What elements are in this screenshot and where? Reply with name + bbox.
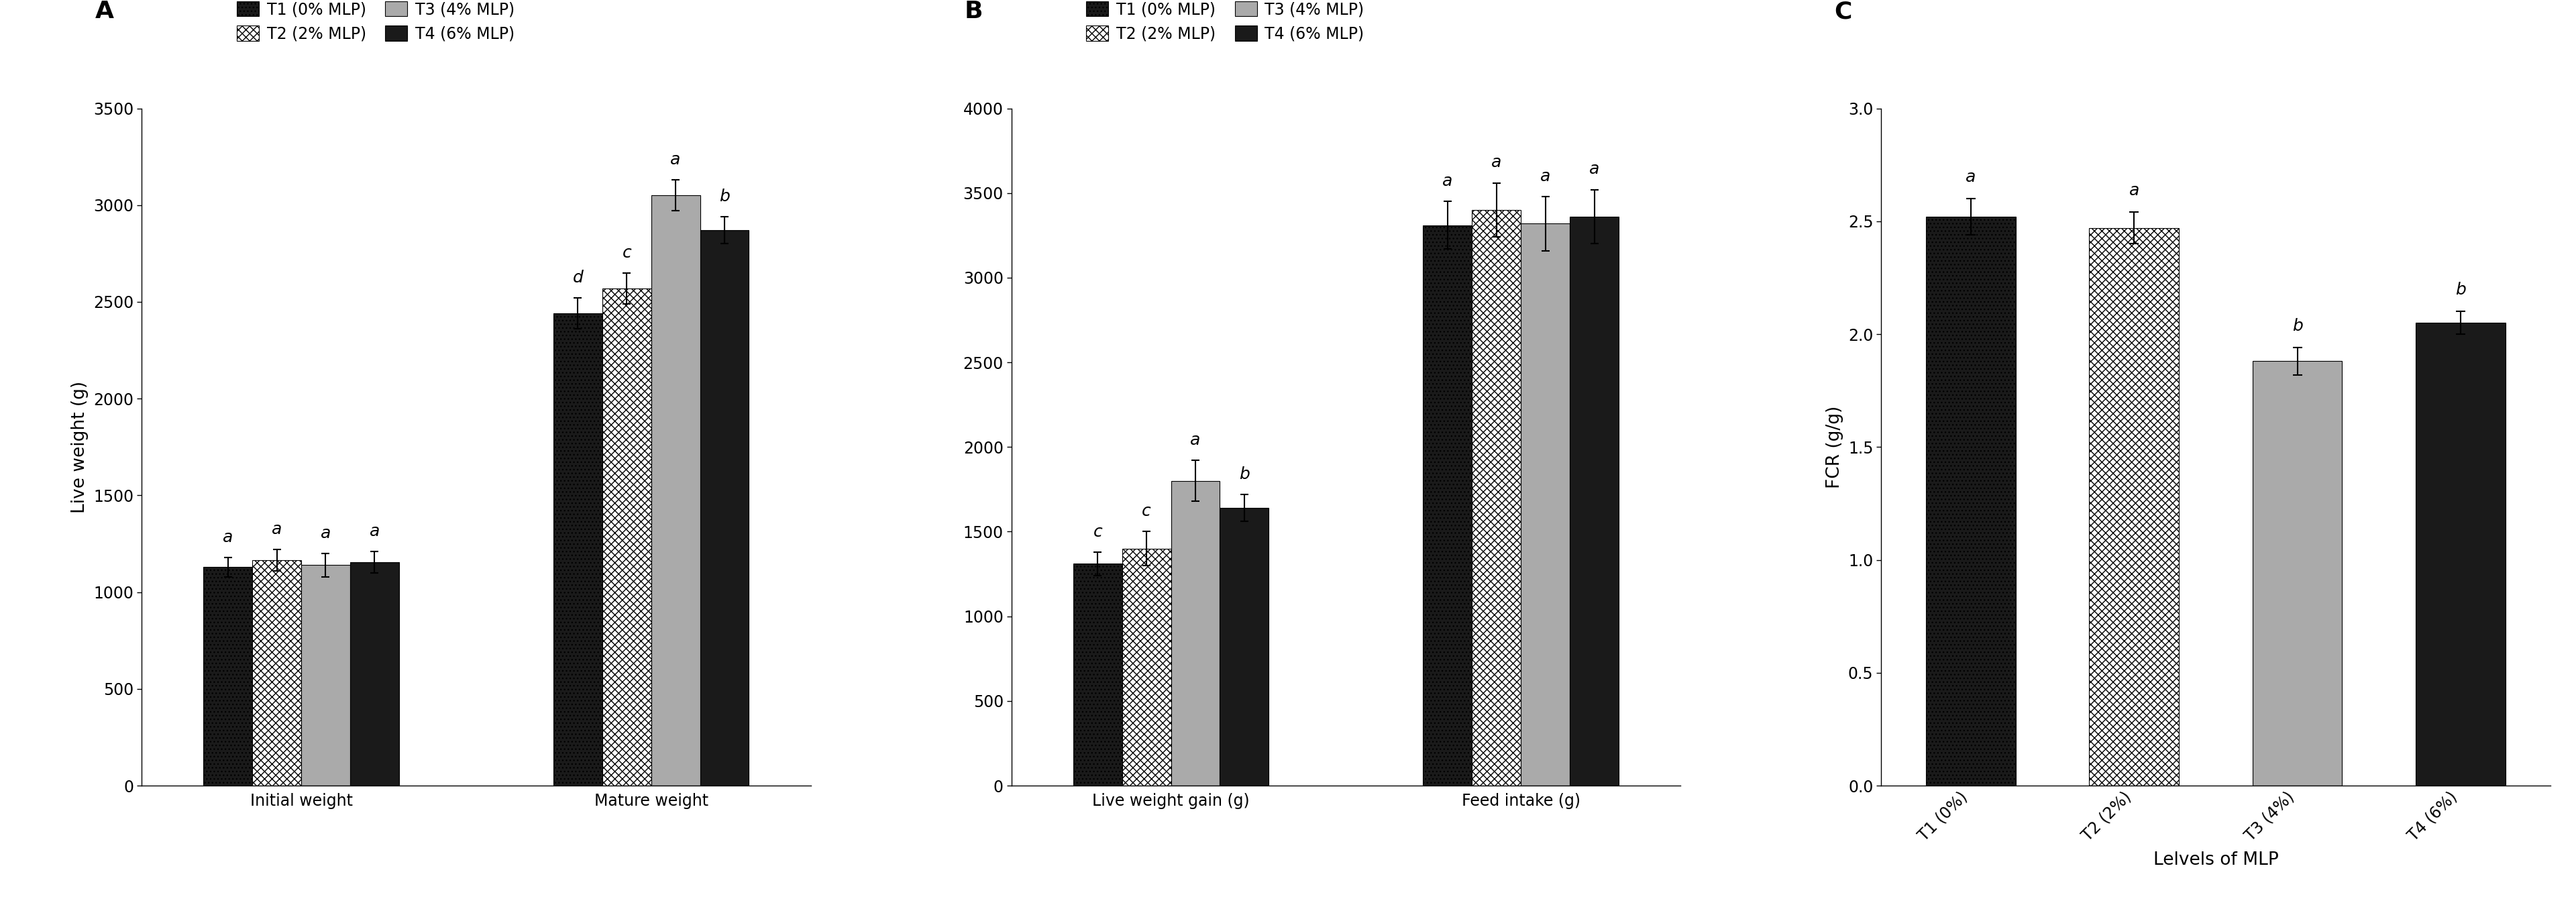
Y-axis label: Live weight (g): Live weight (g) xyxy=(72,381,88,513)
Text: C: C xyxy=(1834,0,1852,23)
Text: A: A xyxy=(95,0,113,23)
Bar xyxy=(2251,361,2342,786)
Bar xyxy=(1569,217,1618,786)
Legend: T1 (0% MLP), T2 (2% MLP), T3 (4% MLP), T4 (6% MLP): T1 (0% MLP), T2 (2% MLP), T3 (4% MLP), T… xyxy=(237,1,515,42)
Text: a: a xyxy=(1965,169,1976,185)
Text: B: B xyxy=(963,0,984,23)
Bar xyxy=(603,288,652,786)
Text: b: b xyxy=(1239,466,1249,482)
Bar xyxy=(252,560,301,786)
Text: c: c xyxy=(1092,524,1103,540)
Bar xyxy=(1074,563,1123,786)
Text: b: b xyxy=(2293,318,2303,334)
Text: c: c xyxy=(623,245,631,261)
Text: a: a xyxy=(319,526,330,541)
Bar xyxy=(554,313,603,786)
Text: a: a xyxy=(670,152,680,168)
Text: b: b xyxy=(719,189,729,205)
Text: a: a xyxy=(1540,168,1551,184)
Legend: T1 (0% MLP), T2 (2% MLP), T3 (4% MLP), T4 (6% MLP): T1 (0% MLP), T2 (2% MLP), T3 (4% MLP), T… xyxy=(1087,1,1365,42)
Bar xyxy=(701,230,750,786)
Y-axis label: FCR (g/g): FCR (g/g) xyxy=(1826,405,1844,489)
Text: a: a xyxy=(2128,182,2138,199)
Text: d: d xyxy=(572,270,582,285)
Bar xyxy=(1221,507,1270,786)
Bar xyxy=(1520,223,1569,786)
Text: a: a xyxy=(222,529,232,545)
Bar xyxy=(1471,210,1520,786)
Text: a: a xyxy=(1443,173,1453,190)
Text: a: a xyxy=(1190,433,1200,449)
Bar xyxy=(1927,217,2017,786)
Bar xyxy=(1172,480,1221,786)
Bar xyxy=(204,567,252,786)
Text: a: a xyxy=(1589,162,1600,178)
Text: a: a xyxy=(270,521,281,537)
Bar xyxy=(2416,323,2506,786)
Bar xyxy=(350,562,399,786)
Bar xyxy=(652,195,701,786)
Text: c: c xyxy=(1141,503,1151,519)
Text: b: b xyxy=(2455,282,2465,298)
Bar xyxy=(1123,548,1172,786)
Bar xyxy=(2089,228,2179,786)
X-axis label: Lelvels of MLP: Lelvels of MLP xyxy=(2154,852,2277,869)
Text: a: a xyxy=(368,523,379,539)
Bar xyxy=(301,565,350,786)
Text: a: a xyxy=(1492,154,1502,171)
Bar xyxy=(1422,225,1471,786)
